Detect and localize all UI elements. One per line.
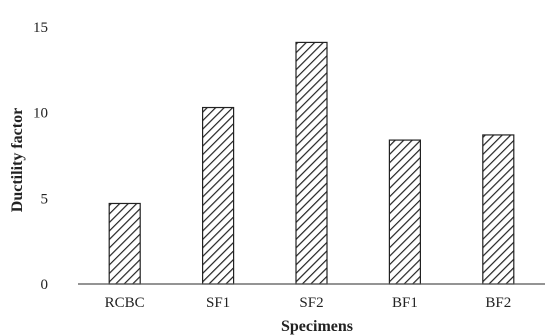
x-tick-label: RCBC [105, 295, 145, 311]
bar-sf1 [202, 106, 235, 285]
bars [108, 41, 515, 285]
x-tick-label: SF2 [299, 295, 323, 311]
bar-bf2 [482, 134, 515, 285]
bar-rcbc [108, 202, 141, 285]
y-tick-label: 0 [41, 277, 49, 293]
bar-sf2 [295, 41, 328, 285]
bar-bf1 [388, 139, 421, 285]
x-tick-label: SF1 [206, 295, 230, 311]
y-tick-label: 15 [33, 20, 48, 36]
y-tick-label: 5 [41, 191, 49, 207]
y-axis-title: Ductility factor [9, 108, 26, 212]
x-tick-label: BF1 [392, 295, 418, 311]
y-axis-ticks: 0 5 10 15 [33, 20, 48, 293]
y-tick-label: 10 [33, 106, 48, 122]
x-tick-label: BF2 [485, 295, 511, 311]
x-axis-ticks: RCBC SF1 SF2 BF1 BF2 [105, 295, 512, 311]
x-axis-title: Specimens [281, 318, 353, 335]
